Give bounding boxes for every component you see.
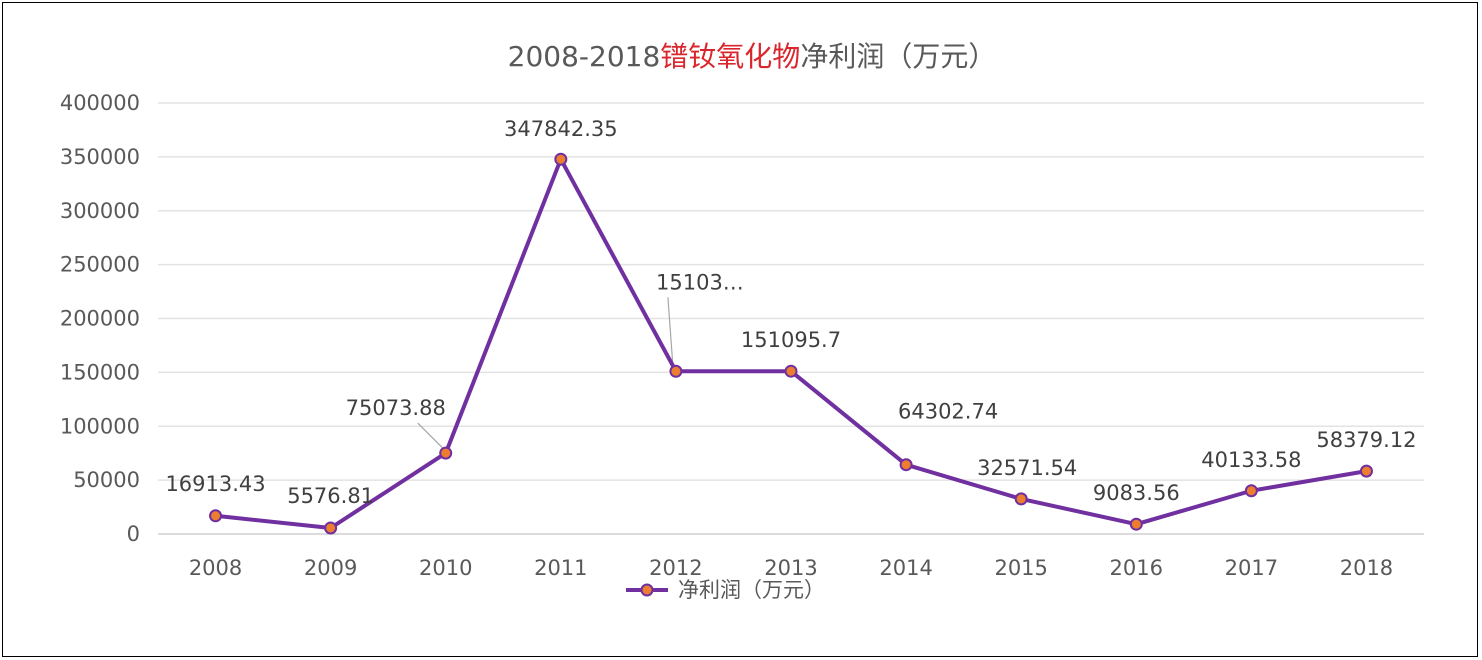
data-point-2008 bbox=[209, 509, 223, 523]
data-label-2010: 75073.88 bbox=[346, 396, 446, 420]
y-tick-100000: 100000 bbox=[60, 414, 140, 438]
x-tick-2012: 2012 bbox=[649, 556, 702, 580]
chart-title-part-0: 2008-2018 bbox=[508, 40, 661, 73]
data-point-2011 bbox=[554, 152, 568, 166]
data-point-2014 bbox=[899, 458, 913, 472]
y-tick-0: 0 bbox=[127, 522, 140, 546]
label-leader-lines bbox=[417, 297, 674, 449]
legend-swatch-marker bbox=[640, 583, 654, 597]
y-tick-400000: 400000 bbox=[60, 91, 140, 115]
data-label-2015: 32571.54 bbox=[977, 456, 1077, 480]
data-point-2015 bbox=[1014, 492, 1028, 506]
y-tick-300000: 300000 bbox=[60, 199, 140, 223]
chart-title: 2008-2018镨钕氧化物净利润（万元） bbox=[508, 40, 997, 73]
x-tick-2013: 2013 bbox=[764, 556, 817, 580]
data-point-2010 bbox=[439, 446, 453, 460]
data-label-2013: 151095.7 bbox=[741, 328, 841, 352]
x-tick-2011: 2011 bbox=[534, 556, 587, 580]
y-tick-200000: 200000 bbox=[60, 307, 140, 331]
leader-line-2010 bbox=[417, 422, 444, 449]
y-axis-ticks: 0 50000 100000 150000 200000 250000 300000 3500… bbox=[60, 91, 140, 546]
chart-title-part-1: 镨钕氧化物 bbox=[660, 40, 800, 73]
x-tick-2014: 2014 bbox=[879, 556, 932, 580]
data-point-2012 bbox=[669, 364, 683, 378]
series-layer bbox=[209, 152, 1373, 535]
data-point-2013 bbox=[784, 364, 798, 378]
legend: 净利润（万元） bbox=[626, 578, 825, 602]
x-axis-ticks: 2008 2009 2010 2011 2012 2013 2014 2015 2016 2017… bbox=[189, 556, 1393, 580]
y-tick-150000: 150000 bbox=[60, 360, 140, 384]
data-label-2018: 58379.12 bbox=[1316, 428, 1416, 452]
data-point-2016 bbox=[1129, 517, 1143, 531]
y-tick-250000: 250000 bbox=[60, 253, 140, 277]
data-point-2018 bbox=[1359, 464, 1373, 478]
chart-title-part-2: 净利润（万元） bbox=[800, 40, 996, 73]
data-point-2009 bbox=[324, 521, 338, 535]
x-tick-2010: 2010 bbox=[419, 556, 472, 580]
x-tick-2017: 2017 bbox=[1225, 556, 1278, 580]
data-label-2017: 40133.58 bbox=[1201, 448, 1301, 472]
data-point-2017 bbox=[1244, 484, 1258, 498]
y-tick-50000: 50000 bbox=[73, 468, 140, 492]
data-label-2016: 9083.56 bbox=[1093, 481, 1180, 505]
x-tick-2018: 2018 bbox=[1340, 556, 1393, 580]
data-label-2011: 347842.35 bbox=[504, 117, 618, 141]
data-label-2014: 64302.74 bbox=[898, 400, 998, 424]
x-tick-2008: 2008 bbox=[189, 556, 242, 580]
y-tick-350000: 350000 bbox=[60, 145, 140, 169]
x-tick-2016: 2016 bbox=[1110, 556, 1163, 580]
x-tick-2009: 2009 bbox=[304, 556, 357, 580]
grid-lines bbox=[158, 102, 1424, 535]
leader-line-2012 bbox=[667, 297, 674, 367]
x-tick-2015: 2015 bbox=[994, 556, 1047, 580]
data-label-2008: 16913.43 bbox=[165, 472, 265, 496]
legend-label: 净利润（万元） bbox=[678, 578, 825, 602]
data-label-2009: 5576.81 bbox=[287, 484, 374, 508]
data-label-2012: 15103… bbox=[656, 270, 744, 294]
data-labels: 16913.43 5576.81 75073.88 347842.35 15103… 15… bbox=[165, 117, 1416, 508]
